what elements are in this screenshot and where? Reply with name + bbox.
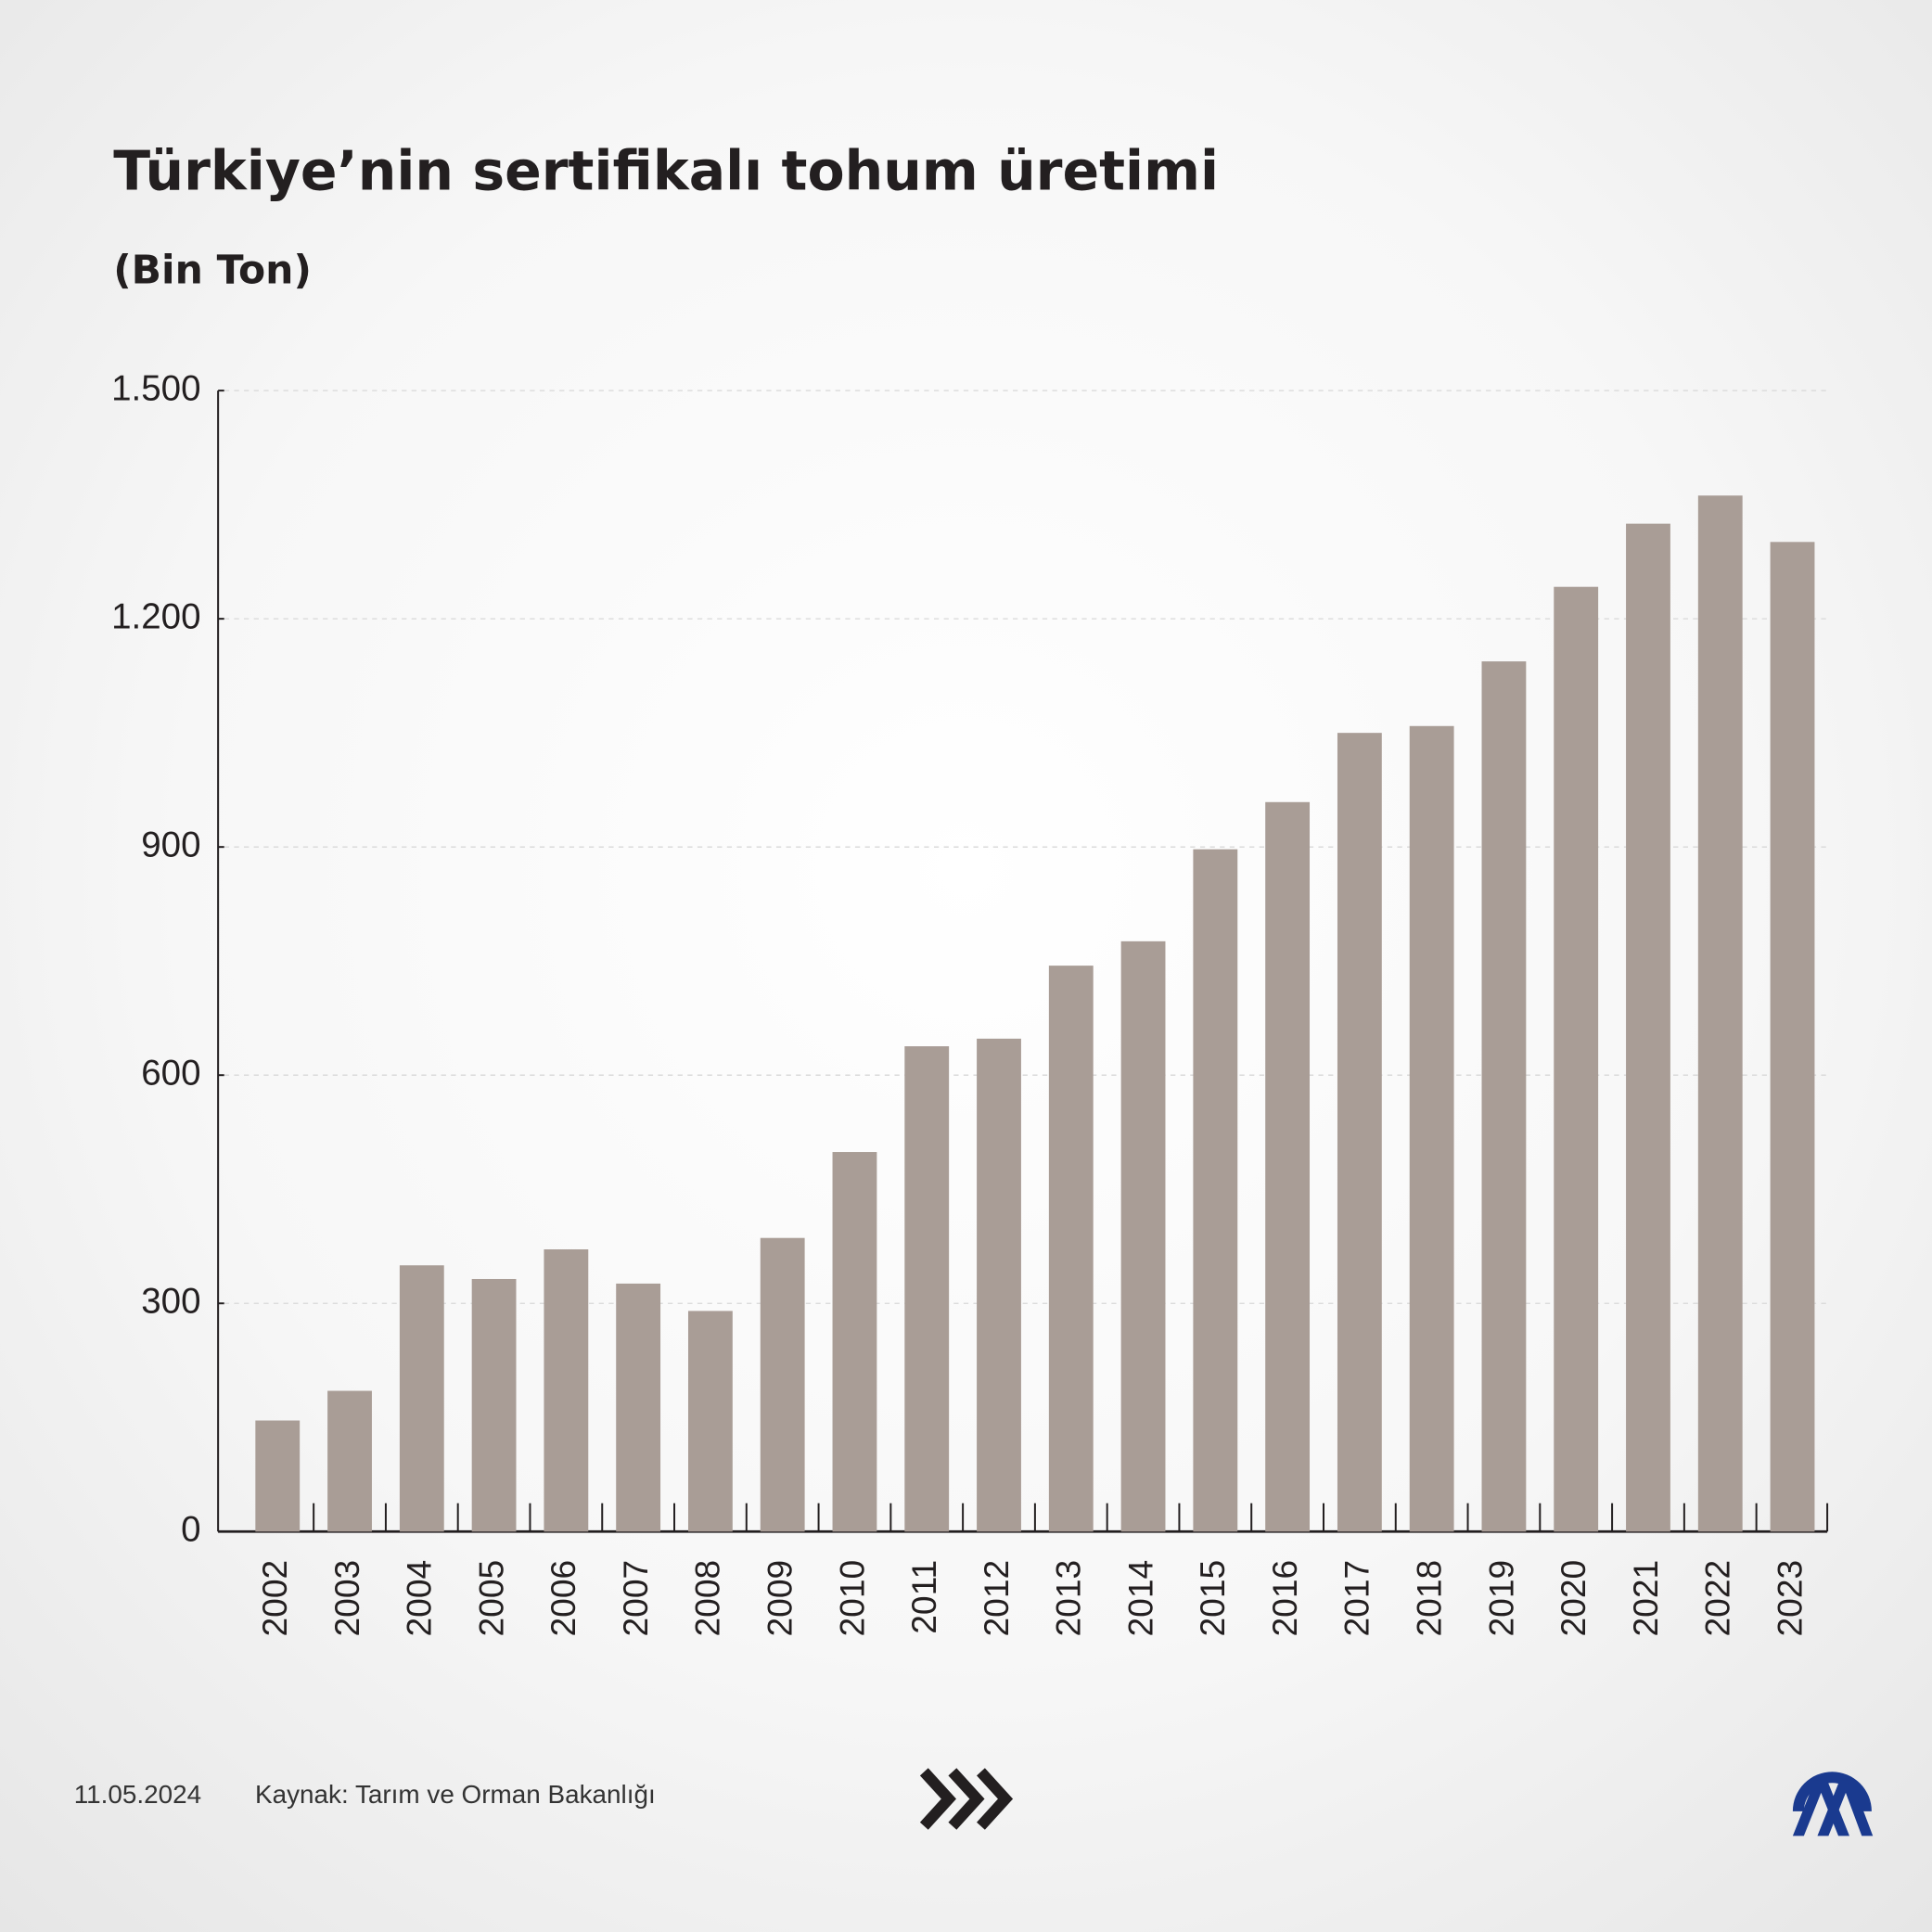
source: Kaynak: Tarım ve Orman Bakanlığı [255,1780,656,1809]
bar [1697,495,1743,1532]
x-tick-label: 2004 [400,1560,439,1637]
chart-title: Türkiye’nin sertifikalı tohum üretimi [113,140,1219,203]
bar [1409,725,1454,1532]
x-tick-label: 2016 [1265,1560,1304,1637]
bar [1120,940,1166,1532]
chart-subtitle: (Bin Ton) [113,249,312,294]
bar [255,1420,301,1532]
y-tick-label: 0 [181,1509,200,1549]
bar [1265,801,1311,1532]
x-tick-label: 2010 [832,1560,871,1637]
y-tick-label: 600 [141,1053,200,1093]
bar [1481,661,1527,1532]
x-tick-label: 2020 [1554,1560,1593,1637]
x-tick-label: 2014 [1120,1560,1159,1637]
x-tick-label: 2007 [616,1560,655,1637]
x-tick-label: 2006 [544,1560,582,1637]
x-tick-label: 2013 [1049,1560,1088,1637]
x-tick-label: 2011 [904,1560,943,1634]
x-tick-label: 2008 [688,1560,727,1637]
y-tick-label: 300 [141,1281,200,1321]
bar [1554,586,1599,1532]
bar [760,1237,805,1532]
bar [1770,542,1815,1532]
x-tick-label: 2023 [1770,1560,1809,1637]
x-tick-label: 2009 [761,1560,800,1637]
y-tick-label: 1.200 [111,596,200,636]
x-tick-label: 2005 [471,1560,510,1637]
bar [1337,733,1382,1532]
bar [977,1038,1021,1532]
x-tick-label: 2022 [1698,1560,1737,1637]
bar [399,1265,444,1532]
chevrons [919,1768,1014,1830]
bar [1048,966,1094,1532]
x-tick-label: 2012 [977,1560,1016,1637]
x-tick-label: 2017 [1337,1560,1376,1637]
x-tick-label: 2021 [1626,1560,1665,1637]
aa-logo [1792,1772,1874,1836]
y-tick-label: 1.500 [111,368,200,408]
bar [904,1046,950,1532]
x-tick-label: 2002 [255,1560,294,1637]
x-tick-label: 2018 [1409,1560,1448,1637]
bar [1193,849,1238,1532]
x-tick-label: 2015 [1193,1560,1232,1637]
y-tick-label: 900 [141,825,200,864]
bar [1626,523,1670,1532]
bar [832,1152,877,1532]
date: 11.05.2024 [74,1780,201,1809]
x-tick-label: 2019 [1481,1560,1520,1637]
bar [327,1390,372,1532]
bar [616,1283,661,1532]
bar [471,1278,517,1532]
bar [544,1249,589,1532]
x-tick-label: 2003 [327,1560,366,1637]
bar [687,1311,733,1532]
